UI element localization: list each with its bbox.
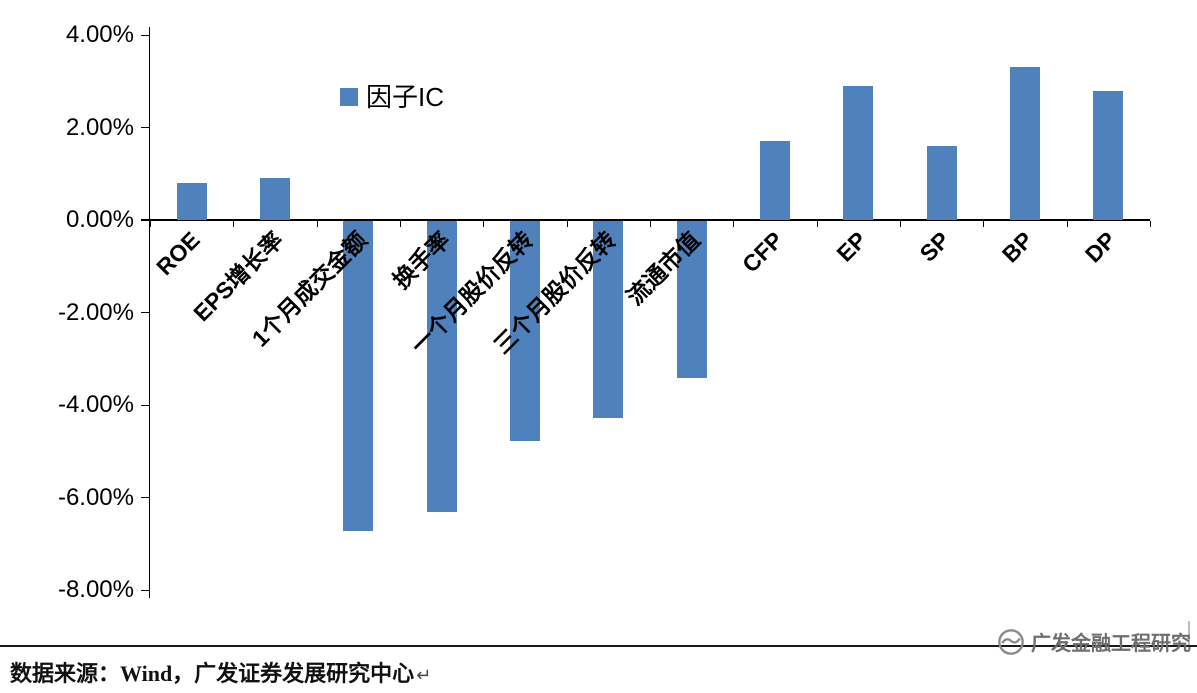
chart-legend: 因子IC (340, 84, 444, 110)
data-source-note: 数据来源：Wind，广发证券发展研究中心 ↵ (10, 656, 431, 688)
x-tick-mark (316, 221, 318, 227)
watermark-text: 广发金融工程研究 (1031, 633, 1191, 655)
category-label: CFP (737, 226, 788, 278)
separator-right-tick (1188, 621, 1190, 645)
bar (343, 221, 374, 531)
y-axis-tick-label: 0.00% (65, 206, 134, 233)
y-axis-tick-label: 4.00% (65, 21, 134, 48)
y-tick-mark (141, 589, 150, 591)
bar (510, 221, 540, 441)
bar (426, 221, 457, 513)
x-tick-mark (233, 221, 235, 227)
gf-logo-icon (997, 628, 1025, 656)
y-tick-mark (141, 34, 150, 36)
legend-label: 因子IC (366, 82, 445, 112)
category-label: EP (831, 226, 872, 267)
watermark: 广发金融工程研究 (997, 627, 1191, 656)
data-source-text: 数据来源：Wind，广发证券发展研究中心 (10, 661, 415, 686)
category-label: SP (914, 226, 955, 267)
x-tick-mark (566, 221, 568, 227)
bar (176, 183, 207, 220)
paragraph-return-mark: ↵ (416, 665, 432, 685)
x-tick-mark (1150, 221, 1151, 227)
bar (1010, 67, 1040, 220)
y-axis-tick-label: -6.00% (57, 483, 134, 511)
y-tick-mark (141, 312, 150, 313)
x-tick-mark (483, 221, 485, 227)
legend-swatch (340, 88, 358, 106)
y-axis-tick-label: -8.00% (57, 576, 134, 603)
category-label: DP (1080, 226, 1122, 268)
x-tick-mark (400, 221, 401, 227)
bar (1093, 90, 1124, 220)
y-axis-tick-label: 2.00% (65, 113, 134, 141)
category-label: BP (996, 226, 1038, 268)
bar (676, 221, 707, 379)
x-tick-mark (733, 221, 735, 227)
x-axis-line (141, 219, 1150, 221)
x-tick-mark (150, 221, 151, 227)
x-tick-mark (900, 221, 901, 227)
footer-separator-line (0, 645, 1197, 647)
bar (843, 85, 874, 220)
bar (926, 146, 957, 220)
y-tick-mark (141, 404, 150, 406)
x-tick-mark (983, 221, 985, 227)
x-tick-mark (816, 221, 818, 227)
y-axis-tick-label: -2.00% (57, 298, 134, 326)
bar (260, 178, 290, 220)
x-tick-mark (650, 221, 651, 227)
bar (593, 221, 624, 418)
bar (760, 141, 790, 220)
y-tick-mark (141, 497, 150, 498)
y-tick-mark (141, 127, 150, 128)
y-axis-tick-label: -4.00% (57, 391, 134, 418)
category-label: ROE (151, 226, 205, 281)
x-tick-mark (1066, 221, 1068, 227)
